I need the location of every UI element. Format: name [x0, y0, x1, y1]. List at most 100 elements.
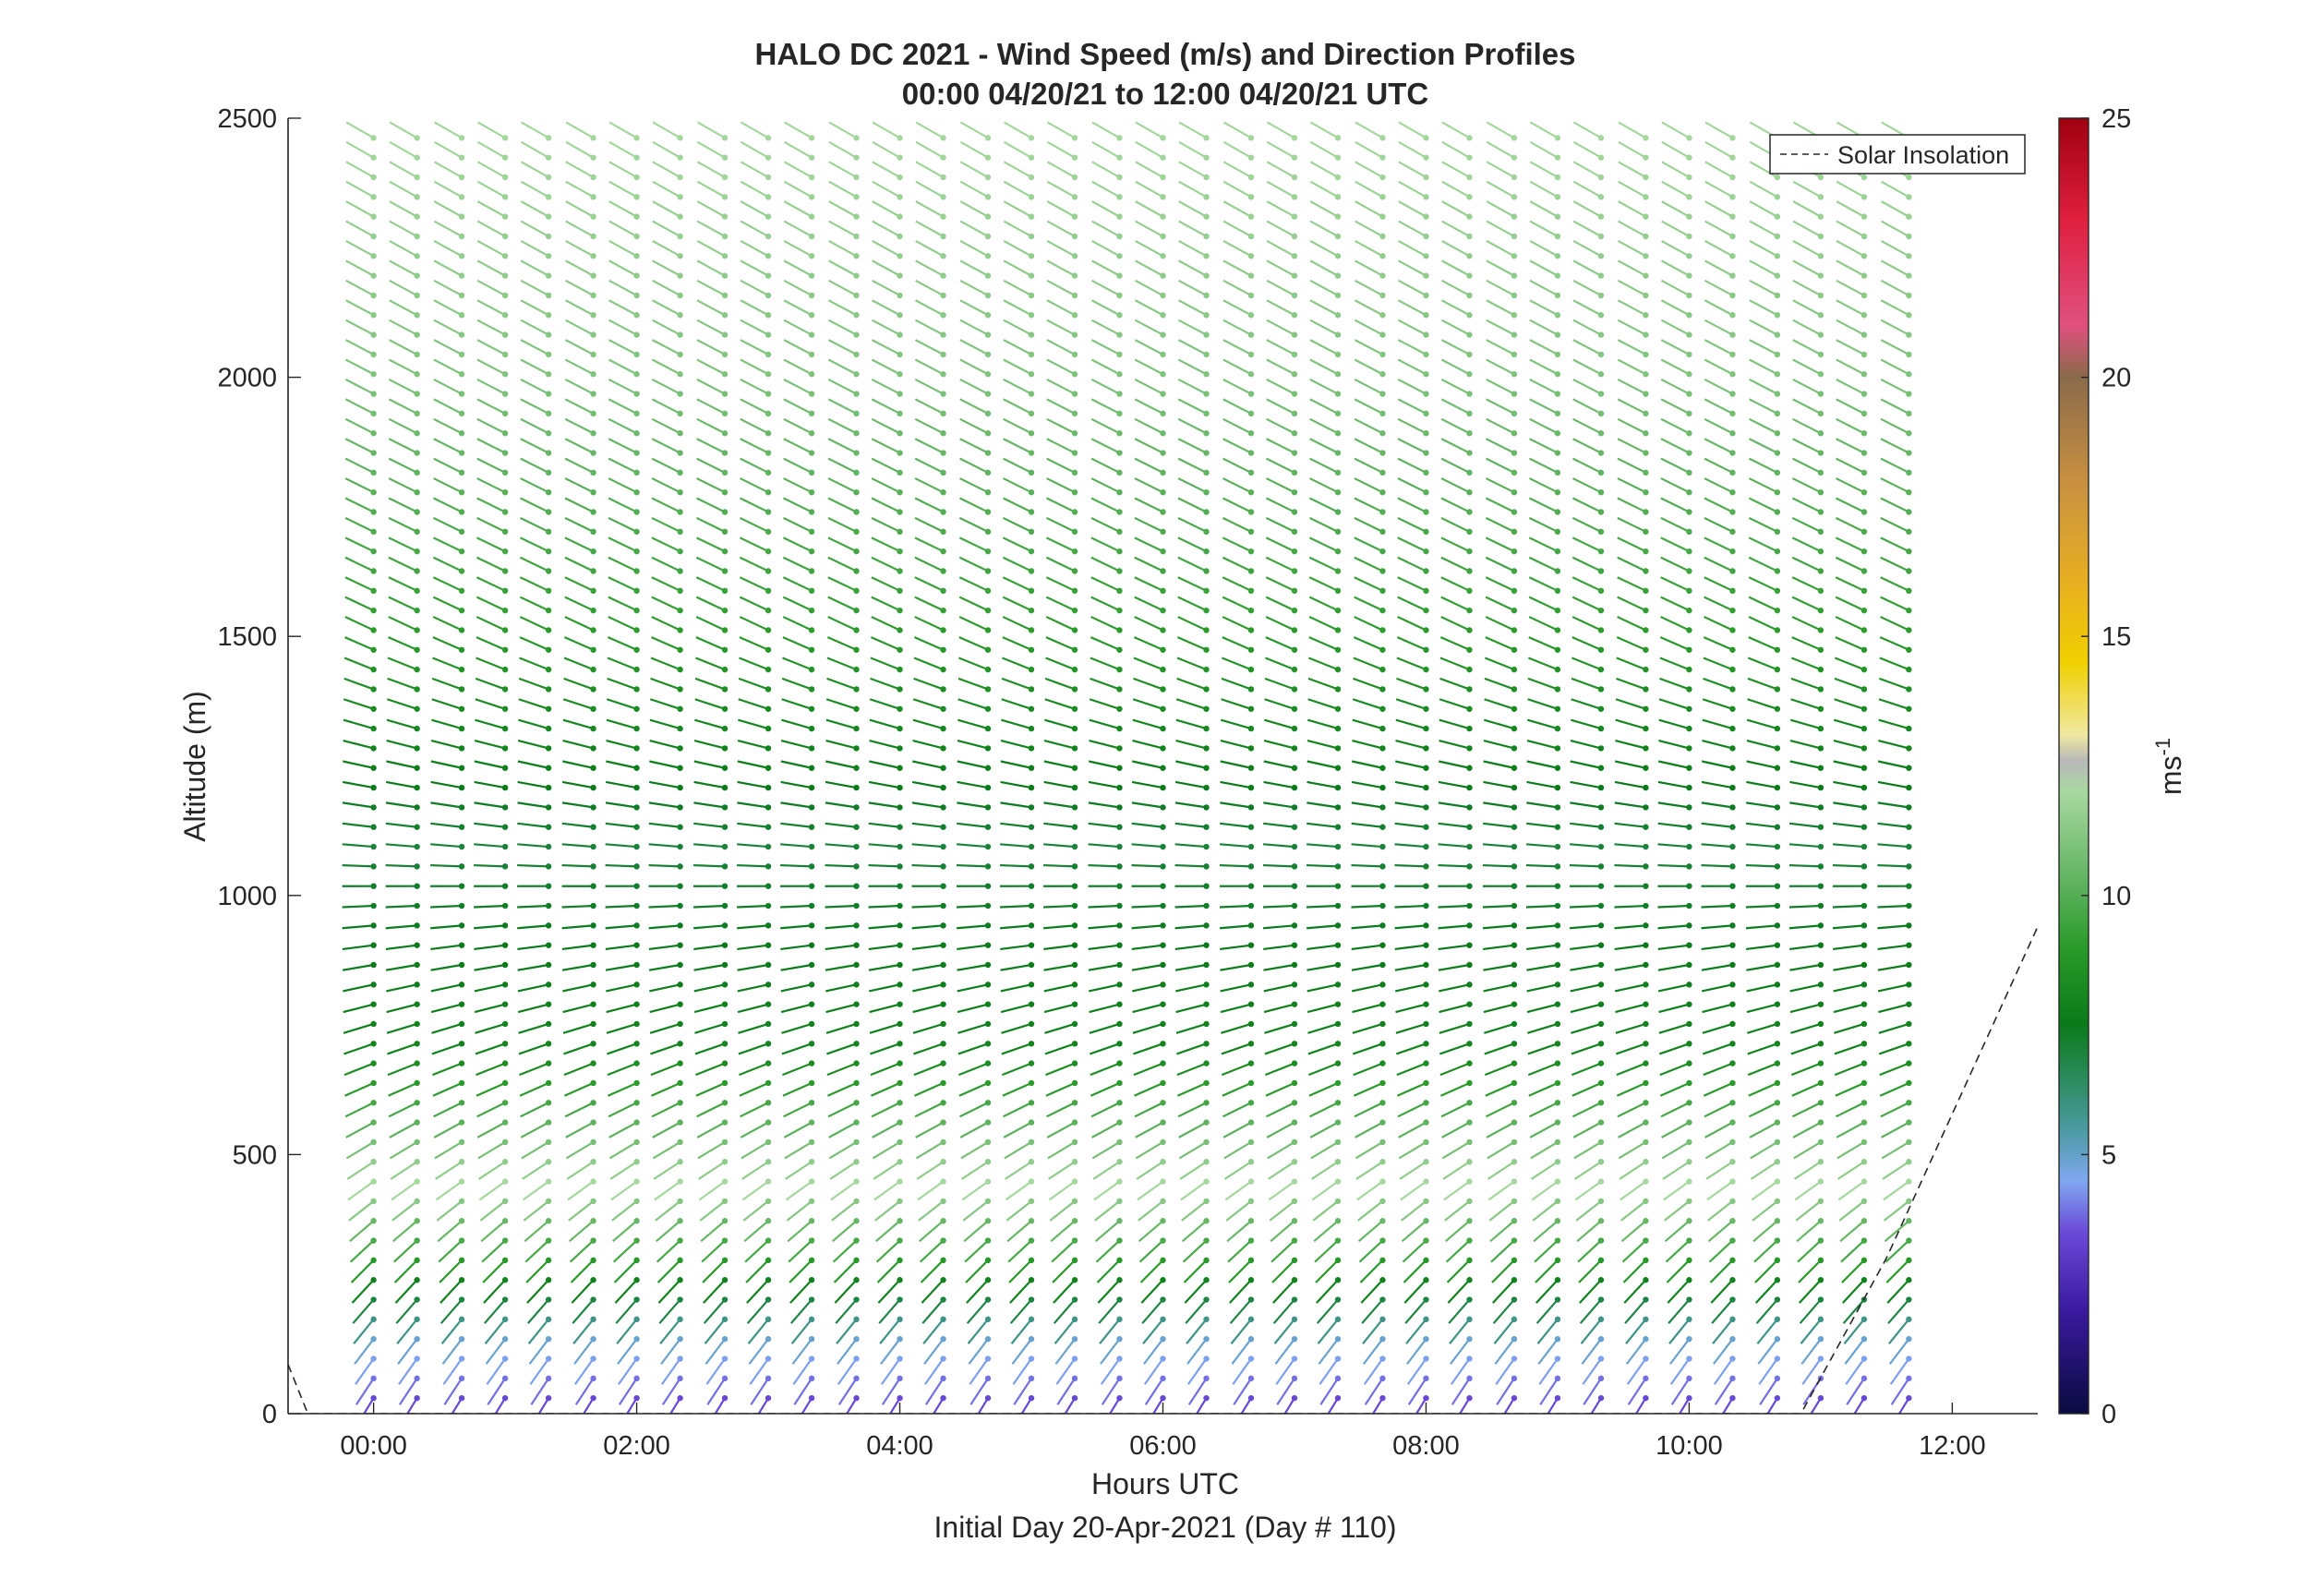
wind-barb-point [984, 745, 992, 752]
wind-barb [474, 904, 506, 909]
wind-barb [1493, 1319, 1515, 1344]
wind-barb [782, 636, 813, 651]
wind-barb-point [1817, 488, 1824, 496]
wind-barb [1441, 200, 1471, 218]
wind-barb [959, 259, 989, 277]
wind-barb-point [1116, 154, 1123, 161]
wind-barb-point [501, 902, 509, 909]
wind-barb [1108, 1397, 1121, 1414]
wind-barb [1306, 740, 1339, 750]
wind-barb-point [1817, 1159, 1824, 1165]
wind-barb [1283, 1397, 1295, 1414]
wind-barb-point [1423, 1020, 1429, 1028]
wind-barb-point [1860, 982, 1868, 988]
wind-barb [349, 1220, 375, 1243]
wind-barb [520, 279, 549, 296]
wind-barb [1835, 497, 1865, 513]
wind-barb [519, 1062, 549, 1077]
wind-barb-point [458, 1394, 465, 1402]
wind-barb-point [545, 883, 552, 889]
wind-barb-point [853, 351, 860, 358]
wind-barb-point [458, 1079, 465, 1087]
wind-barb [1485, 497, 1515, 513]
wind-barb-point [1466, 804, 1473, 811]
wind-barb [695, 1081, 726, 1097]
wind-barb-point [1466, 1138, 1473, 1146]
wind-barb [1003, 417, 1032, 435]
wind-barb [737, 963, 769, 971]
wind-barb [1398, 161, 1427, 178]
wind-barb [524, 1239, 549, 1263]
wind-barb-point [1203, 883, 1210, 889]
wind-barb [914, 378, 945, 395]
wind-barb-point [1203, 312, 1210, 319]
wind-barb-point [1203, 1375, 1210, 1382]
wind-barb-point [1643, 824, 1649, 830]
wind-barb-point [1466, 331, 1473, 338]
wind-barb [1096, 1259, 1121, 1283]
wind-barb [1351, 944, 1383, 951]
wind-barb [656, 1259, 681, 1283]
wind-barb-point [1160, 942, 1166, 948]
wind-barb-point [897, 312, 903, 319]
wind-barb-point [1860, 627, 1868, 633]
wind-barb-point [1028, 1138, 1035, 1146]
wind-barb [1355, 1140, 1384, 1160]
wind-barb-point [370, 725, 377, 732]
wind-barb-point [545, 1178, 552, 1185]
wind-barb [1535, 1298, 1559, 1324]
wind-barb [1222, 1081, 1252, 1097]
wind-barb-point [677, 1257, 683, 1264]
wind-barb [1045, 616, 1076, 632]
wind-barb-point [1597, 942, 1605, 948]
wind-barb-point [545, 784, 552, 791]
wind-barb [1792, 378, 1822, 395]
wind-barb [1316, 1279, 1339, 1304]
wind-barb [1793, 1140, 1822, 1160]
wind-barb-point [501, 1335, 509, 1343]
wind-barb-point [897, 1237, 903, 1244]
wind-barb-point [1729, 646, 1736, 653]
wind-barb-point [1203, 1335, 1210, 1343]
wind-barb [1572, 1121, 1602, 1138]
wind-barb-point [458, 1041, 465, 1047]
wind-barb-point [1379, 548, 1386, 555]
wind-barb [1704, 140, 1733, 159]
wind-barb [958, 636, 989, 651]
wind-barb [1395, 1042, 1427, 1055]
wind-barb-point [677, 1218, 683, 1224]
wind-barb-point [1686, 312, 1692, 319]
wind-barb [1879, 656, 1909, 671]
wind-barb-point [1334, 982, 1342, 988]
wind-barb-point [1597, 824, 1605, 830]
wind-barb-point [853, 1296, 860, 1303]
wind-barb [784, 1140, 813, 1160]
wind-barb-point [545, 961, 552, 969]
wind-barb [342, 863, 374, 868]
wind-barb [914, 556, 945, 572]
wind-barb-point [1160, 863, 1166, 870]
wind-barb [1661, 240, 1690, 258]
wind-barb [918, 1200, 945, 1222]
wind-barb [388, 457, 418, 474]
wind-barb [1138, 1239, 1164, 1263]
wind-barb-point [1817, 1198, 1824, 1205]
wind-barb-point [1774, 292, 1781, 299]
wind-barb [1880, 358, 1909, 376]
wind-barb-point [1423, 135, 1429, 141]
wind-barb [1752, 1200, 1778, 1222]
wind-barb-point [1423, 627, 1429, 633]
wind-barb [433, 180, 463, 199]
wind-barb [783, 200, 813, 218]
wind-barb [606, 983, 637, 993]
wind-barb [714, 1397, 726, 1414]
wind-barb [475, 677, 506, 691]
wind-barb [1438, 843, 1470, 849]
wind-barb-point [1774, 883, 1781, 889]
wind-barb [871, 457, 901, 474]
wind-barb-point [590, 1394, 596, 1402]
wind-barb-point [1860, 568, 1868, 574]
wind-barb [1526, 822, 1559, 828]
wind-barb-point [1379, 272, 1386, 279]
wind-barb-point [721, 450, 729, 456]
